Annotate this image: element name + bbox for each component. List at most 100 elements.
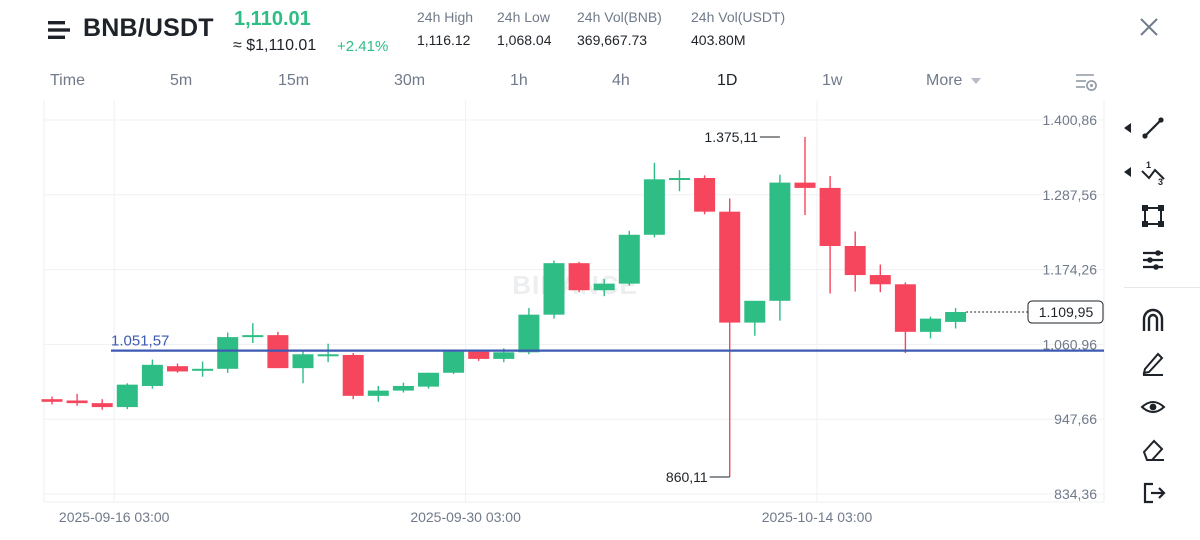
grid-lines (43, 100, 1105, 503)
candle-body (342, 354, 364, 396)
candle-body (518, 314, 540, 353)
candle (392, 382, 414, 393)
candle-body (468, 351, 490, 359)
candle (91, 399, 113, 410)
candle (242, 323, 264, 344)
svg-text:1: 1 (1146, 160, 1151, 170)
exit-icon[interactable] (1140, 480, 1166, 506)
toolbar-divider (1124, 287, 1200, 288)
tab-30m[interactable]: 30m (394, 72, 426, 89)
stat-value-vol-bnb: 369,667.73 (577, 32, 648, 48)
candle (41, 396, 63, 405)
price-tick-label: 1.060,96 (1043, 336, 1098, 352)
stat-label-high: 24h High (417, 9, 474, 25)
candle-body (945, 312, 967, 322)
fib-tool-icon[interactable]: 1 3 (1140, 159, 1166, 185)
current-price-label: 1.109,95 (1039, 304, 1094, 320)
candle (920, 316, 941, 339)
magnet-icon[interactable] (1140, 307, 1166, 333)
pencil-icon[interactable] (1140, 350, 1166, 376)
candle-body (217, 337, 239, 369)
candle (719, 198, 741, 477)
candle (443, 350, 465, 375)
candle (543, 260, 565, 319)
candle (342, 352, 364, 400)
price-tick-label: 1.174,26 (1043, 262, 1098, 278)
candle-body (819, 187, 841, 247)
candle (744, 300, 766, 336)
candle (116, 383, 138, 410)
eye-icon[interactable] (1140, 394, 1166, 420)
approx-price: ≈ $1,110.01 (233, 37, 317, 54)
candle-body (192, 368, 214, 371)
tab-1d[interactable]: 1D (717, 72, 738, 89)
settings-lines-icon[interactable] (1140, 247, 1166, 273)
svg-text:3: 3 (1158, 177, 1163, 185)
close-icon[interactable] (1138, 16, 1160, 38)
stat-label-vol-usdt: 24h Vol(USDT) (691, 9, 786, 25)
chart-overlays: 1.051,57 1.109,95 1.375,11 860,11 (111, 129, 1104, 485)
candle-body (869, 275, 891, 285)
min-annotation-label: 860,11 (666, 469, 708, 485)
candle (217, 332, 239, 373)
shape-tool-icon[interactable] (1140, 203, 1166, 229)
candle (669, 170, 690, 192)
tab-5m[interactable]: 5m (170, 72, 193, 89)
candle (367, 385, 389, 402)
tab-4h[interactable]: 4h (612, 72, 630, 89)
candle (794, 137, 816, 215)
tab-time[interactable]: Time (50, 72, 85, 89)
price-tick-label: 1.400,86 (1043, 112, 1098, 128)
candle-body (744, 300, 766, 323)
stat-label-low: 24h Low (497, 9, 550, 25)
tab-more-label: More (926, 72, 963, 89)
change-percent: +2.41% (337, 38, 389, 55)
candle (844, 231, 866, 292)
candle (945, 308, 967, 329)
chart-settings-icon[interactable] (1074, 71, 1098, 93)
stat-value-vol-usdt: 403.80M (691, 32, 746, 48)
menu-icon[interactable] (48, 20, 72, 40)
line-tool-icon[interactable] (1140, 115, 1166, 141)
tab-more[interactable]: More (926, 72, 981, 90)
candle (618, 230, 640, 286)
tab-1w[interactable]: 1w (822, 72, 843, 89)
candle-body (844, 246, 866, 276)
candle (317, 343, 339, 363)
candle-body (41, 399, 63, 402)
candle (292, 350, 314, 384)
candle (769, 174, 791, 321)
candles (41, 137, 967, 477)
candle (568, 261, 590, 293)
candle (192, 361, 214, 377)
expand-arrow-icon-2[interactable] (1124, 167, 1132, 177)
tab-15m[interactable]: 15m (278, 72, 310, 89)
pair-name[interactable]: BNB/USDT (83, 14, 214, 42)
expand-arrow-icon[interactable] (1124, 123, 1132, 133)
candle-body (618, 234, 640, 284)
candle (66, 393, 88, 406)
eraser-icon[interactable] (1140, 437, 1166, 463)
price-tick-label: 834,36 (1054, 486, 1097, 502)
candle-body (794, 182, 816, 188)
candle-body (568, 263, 590, 291)
candle-body (894, 284, 916, 332)
drawing-toolbar: 1 3 (1124, 98, 1200, 540)
candle-body (116, 384, 138, 408)
candle (518, 308, 540, 355)
candle (694, 175, 716, 215)
interval-tabs: Time 5m 15m 30m 1h 4h 1D 1w More (0, 66, 1110, 98)
candle (593, 279, 615, 297)
candle-body (443, 351, 465, 373)
caret-down-icon (970, 77, 981, 84)
candle-body (392, 385, 414, 391)
candle-body (141, 364, 163, 386)
stat-label-vol-bnb: 24h Vol(BNB) (577, 9, 662, 25)
candle-body (669, 178, 690, 181)
pair-header: BNB/USDT 1,110.01 ≈ $1,110.01 +2.41% 24h… (0, 0, 1200, 66)
price-axis: 1.400,86 1.287,56 1.174,26 1.060,96 947,66 83… (1043, 112, 1098, 502)
max-annotation-label: 1.375,11 (704, 129, 758, 145)
tab-1h[interactable]: 1h (510, 72, 528, 89)
